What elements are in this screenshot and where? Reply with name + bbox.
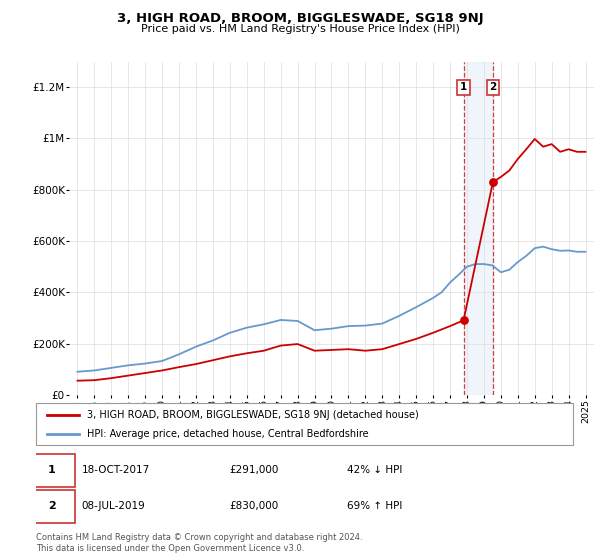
Text: 2: 2 <box>47 501 55 511</box>
Text: 1: 1 <box>460 82 467 92</box>
Text: 18-OCT-2017: 18-OCT-2017 <box>82 465 150 475</box>
Text: 3, HIGH ROAD, BROOM, BIGGLESWADE, SG18 9NJ: 3, HIGH ROAD, BROOM, BIGGLESWADE, SG18 9… <box>116 12 484 25</box>
Bar <box>464 62 493 395</box>
FancyBboxPatch shape <box>28 490 75 523</box>
Text: 69% ↑ HPI: 69% ↑ HPI <box>347 501 403 511</box>
Text: Contains HM Land Registry data © Crown copyright and database right 2024.
This d: Contains HM Land Registry data © Crown c… <box>36 533 362 553</box>
Text: £291,000: £291,000 <box>229 465 278 475</box>
Point <box>459 316 469 325</box>
Text: Price paid vs. HM Land Registry's House Price Index (HPI): Price paid vs. HM Land Registry's House … <box>140 24 460 34</box>
Text: 42% ↓ HPI: 42% ↓ HPI <box>347 465 403 475</box>
Text: £830,000: £830,000 <box>229 501 278 511</box>
Point <box>488 178 497 186</box>
FancyBboxPatch shape <box>28 454 75 487</box>
FancyBboxPatch shape <box>36 403 573 445</box>
Text: 2: 2 <box>489 82 497 92</box>
Text: 3, HIGH ROAD, BROOM, BIGGLESWADE, SG18 9NJ (detached house): 3, HIGH ROAD, BROOM, BIGGLESWADE, SG18 9… <box>87 409 419 419</box>
Text: 08-JUL-2019: 08-JUL-2019 <box>82 501 145 511</box>
Text: 1: 1 <box>47 465 55 475</box>
Text: HPI: Average price, detached house, Central Bedfordshire: HPI: Average price, detached house, Cent… <box>87 429 368 439</box>
